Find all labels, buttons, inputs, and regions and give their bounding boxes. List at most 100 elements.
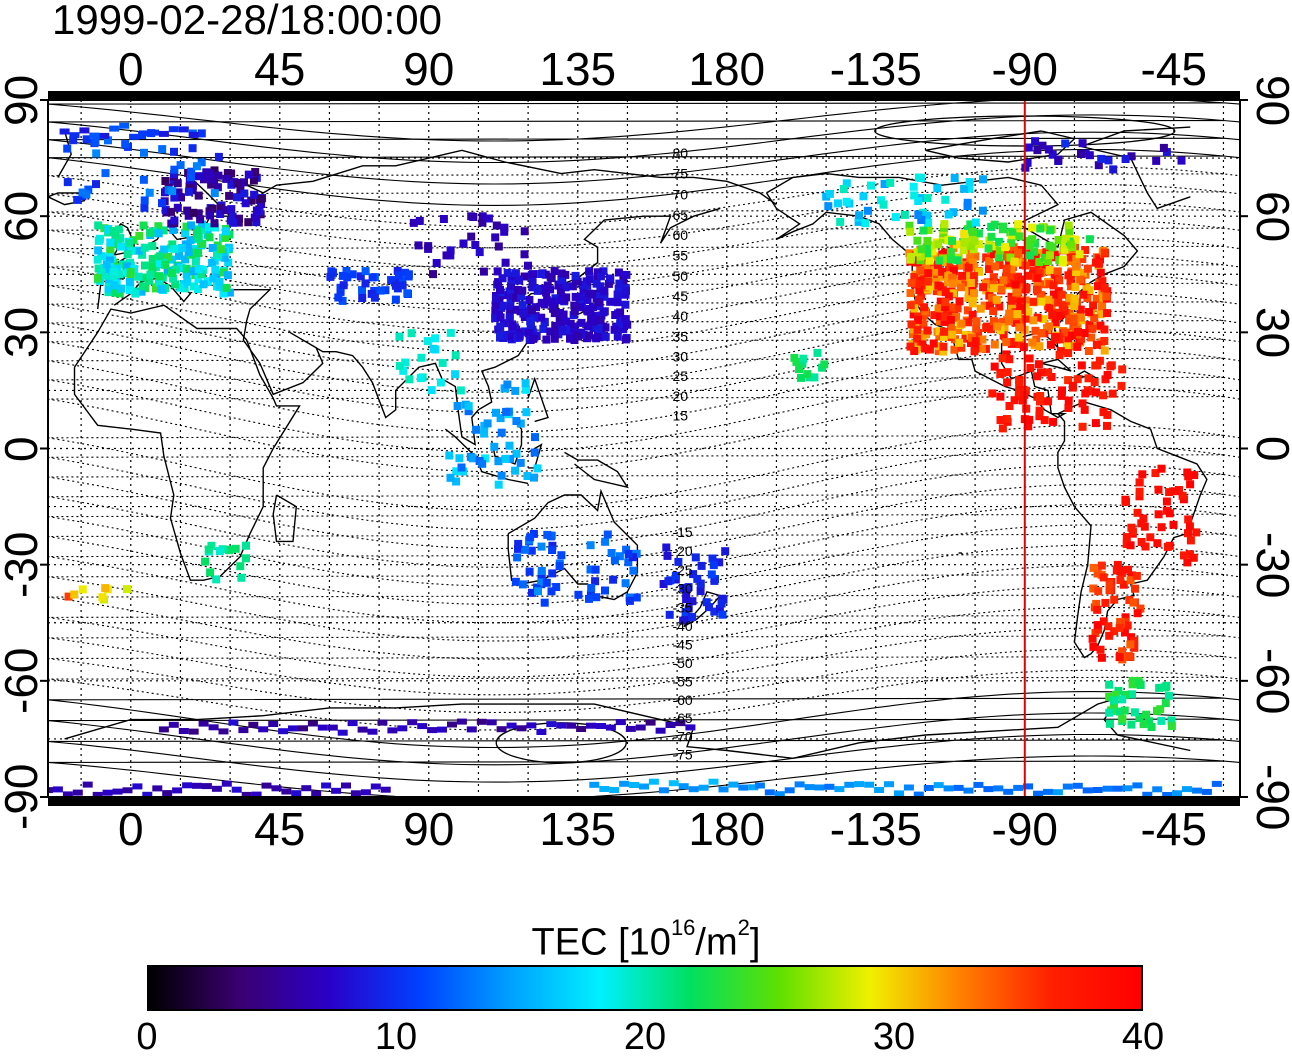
tec-point bbox=[520, 227, 529, 236]
tec-point bbox=[615, 552, 624, 561]
tec-band-point bbox=[678, 783, 689, 790]
tec-band-point bbox=[476, 718, 487, 725]
tec-point bbox=[155, 258, 164, 267]
tec-point bbox=[145, 276, 154, 285]
tec-point bbox=[906, 342, 915, 351]
tec-point bbox=[82, 190, 91, 199]
tec-point bbox=[914, 211, 923, 219]
tec-point bbox=[210, 219, 219, 228]
tec-point bbox=[990, 220, 999, 229]
tec-point bbox=[953, 256, 962, 265]
tec-point bbox=[1086, 387, 1095, 396]
tec-point bbox=[607, 549, 616, 557]
tec-point bbox=[394, 271, 403, 280]
tec-point bbox=[198, 239, 207, 248]
tec-band-point bbox=[99, 132, 110, 139]
tec-point bbox=[1126, 541, 1135, 550]
tec-point bbox=[1100, 337, 1109, 345]
tec-point bbox=[541, 270, 550, 279]
tec-point bbox=[404, 270, 413, 279]
tec-point bbox=[1055, 351, 1064, 359]
tec-point bbox=[140, 196, 149, 205]
tec-point bbox=[982, 322, 991, 331]
tec-point bbox=[222, 174, 231, 183]
tec-point bbox=[991, 262, 1000, 271]
tec-point bbox=[995, 237, 1004, 246]
tec-band-point bbox=[307, 720, 318, 727]
tec-point bbox=[182, 222, 191, 231]
tec-point bbox=[909, 182, 918, 191]
tec-point bbox=[936, 297, 945, 306]
tec-point bbox=[710, 607, 719, 616]
tec-point bbox=[824, 202, 833, 211]
tec-point bbox=[1078, 139, 1087, 148]
tec-point bbox=[989, 284, 998, 293]
tec-band-point bbox=[619, 780, 630, 787]
tec-band-point bbox=[52, 786, 63, 793]
tec-point bbox=[960, 184, 969, 193]
tec-band-point bbox=[784, 787, 795, 794]
tec-point bbox=[387, 276, 396, 285]
tec-point bbox=[953, 304, 962, 313]
tec-band-point bbox=[211, 785, 222, 792]
tec-point bbox=[1091, 419, 1100, 428]
tec-point bbox=[988, 389, 997, 398]
tec-point bbox=[501, 454, 510, 463]
tec-point bbox=[104, 225, 113, 234]
tec-point bbox=[1105, 680, 1114, 689]
magnetic-contour bbox=[48, 444, 1240, 531]
tec-point bbox=[922, 243, 931, 252]
tec-point bbox=[1192, 528, 1201, 537]
tec-point bbox=[456, 386, 465, 395]
tec-point bbox=[905, 221, 914, 230]
tec-point bbox=[1078, 269, 1087, 277]
tec-point bbox=[451, 351, 460, 360]
tec-point bbox=[148, 262, 157, 271]
tec-point bbox=[170, 165, 179, 174]
tec-point bbox=[998, 354, 1007, 363]
tec-point bbox=[498, 301, 507, 310]
tec-point bbox=[63, 178, 72, 187]
tec-band-point bbox=[407, 719, 418, 726]
tec-point bbox=[566, 334, 574, 343]
tec-point bbox=[464, 402, 473, 411]
tec-point bbox=[934, 240, 943, 249]
tec-point bbox=[520, 272, 529, 281]
tec-point bbox=[916, 252, 925, 261]
tec-point bbox=[507, 282, 516, 291]
tec-point bbox=[1016, 297, 1025, 306]
tec-point bbox=[175, 251, 183, 260]
tec-point bbox=[416, 374, 425, 383]
tec-point bbox=[710, 576, 719, 585]
tec-point bbox=[707, 570, 716, 579]
tec-point bbox=[516, 419, 525, 428]
tec-point bbox=[401, 358, 410, 367]
tec-band-point bbox=[168, 126, 179, 133]
tec-point bbox=[935, 327, 944, 336]
tec-point bbox=[211, 223, 220, 232]
tec-point bbox=[965, 184, 974, 193]
tec-point bbox=[1153, 706, 1161, 715]
tec-point bbox=[550, 267, 559, 276]
tec-point bbox=[1096, 645, 1105, 654]
tec-point bbox=[1133, 609, 1142, 618]
tec-point bbox=[73, 195, 82, 204]
tec-band-point bbox=[903, 784, 914, 791]
tec-point bbox=[529, 270, 537, 279]
colorbar-title: TEC [1016/m2] bbox=[531, 915, 761, 964]
tec-point bbox=[1139, 514, 1148, 523]
tec-point bbox=[546, 327, 555, 336]
coastline-segment bbox=[1041, 358, 1072, 372]
tec-point bbox=[1031, 239, 1039, 248]
tec-point bbox=[943, 308, 951, 317]
tec-point bbox=[974, 329, 983, 338]
magnetic-contour bbox=[48, 347, 1240, 433]
tec-point bbox=[186, 236, 195, 245]
tec-point bbox=[189, 267, 198, 276]
tec-point bbox=[497, 428, 506, 437]
tec-point bbox=[990, 340, 999, 349]
tec-point bbox=[186, 173, 195, 182]
tec-point bbox=[211, 265, 220, 274]
coastline-segment bbox=[272, 494, 298, 543]
tec-point bbox=[585, 289, 593, 298]
